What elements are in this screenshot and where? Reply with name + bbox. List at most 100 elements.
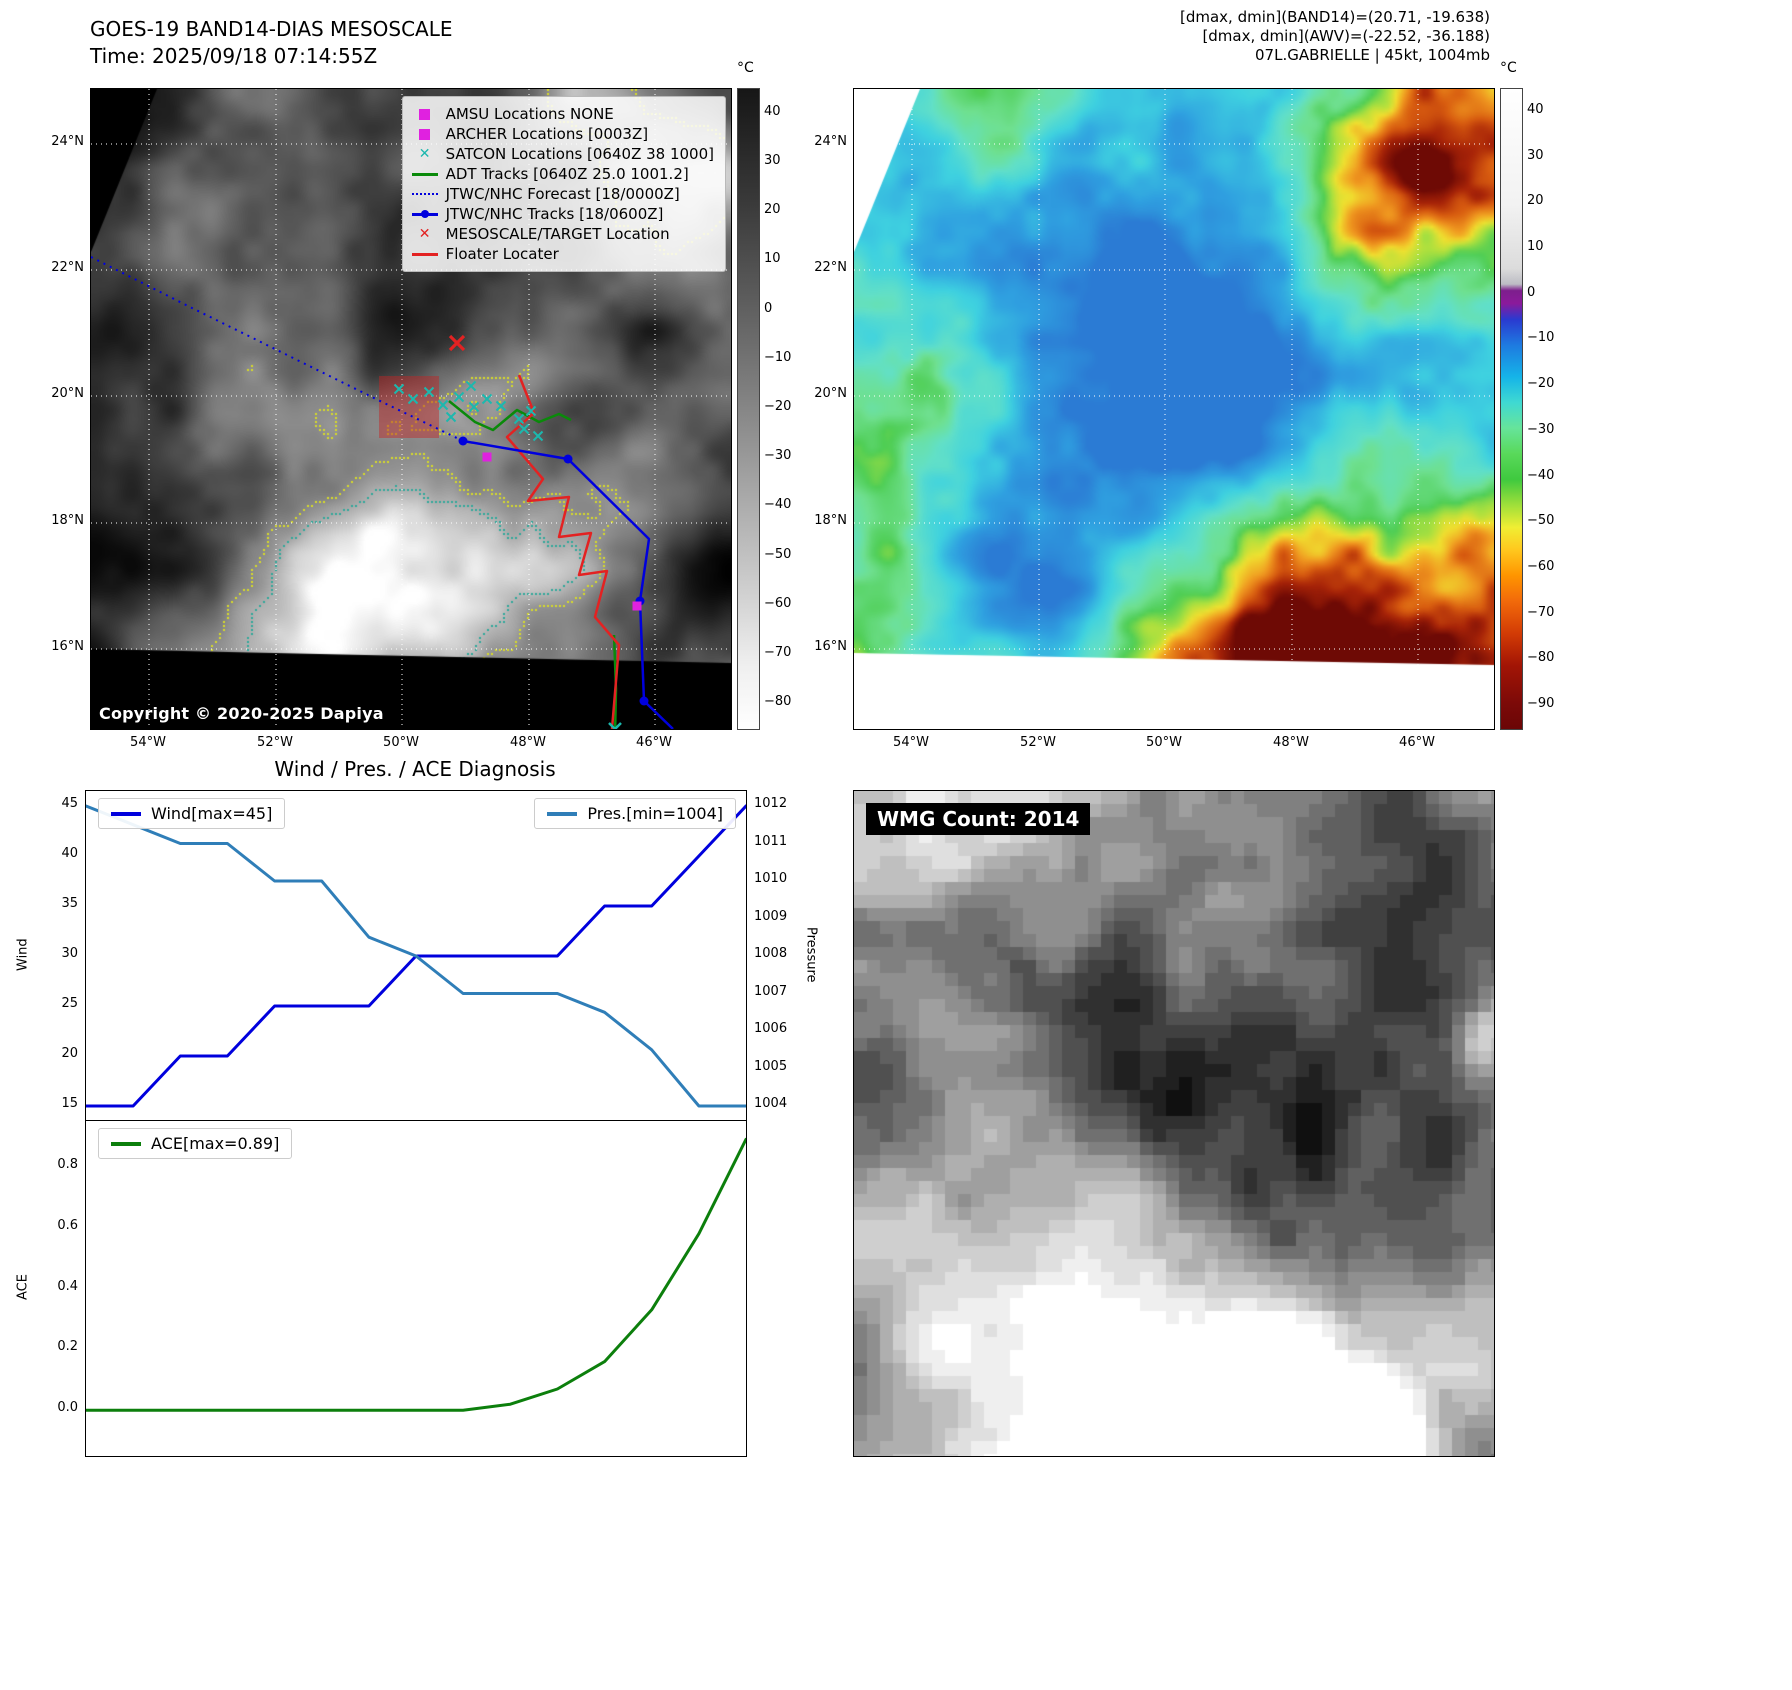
band14-lat-tick: 20°N <box>51 386 84 401</box>
band14-colorbar-tick: −50 <box>764 546 792 562</box>
wmg-image <box>854 791 1494 1456</box>
storm-stat-line: [dmax, dmin](AWV)=(-22.52, -36.188) <box>1202 27 1490 45</box>
awv-overlay <box>854 89 1494 729</box>
band14-colorbar-tick: 20 <box>764 202 781 218</box>
diagnosis-title: Wind / Pres. / ACE Diagnosis <box>274 757 556 781</box>
ace-axis-label: ACE <box>15 1274 31 1301</box>
ace-legend-label: ACE[max=0.89] <box>151 1134 280 1153</box>
ace-axis-tick: 0.2 <box>57 1339 78 1355</box>
mesoscale-target-marker <box>448 334 466 352</box>
satcon-location-marker <box>481 393 493 405</box>
legend-item: ADT Tracks [0640Z 25.0 1001.2] <box>411 164 714 184</box>
satcon-location-marker <box>525 405 537 417</box>
awv-satellite-image <box>854 89 1494 729</box>
awv-lat-tick: 20°N <box>814 386 847 401</box>
dotted-marker-icon <box>411 193 438 195</box>
pressure-axis-tick: 1006 <box>754 1021 788 1036</box>
legend-item-label: JTWC/NHC Forecast [18/0000Z] <box>445 185 680 203</box>
awv-lon-tick: 48°W <box>1273 735 1309 750</box>
awv-colorbar-tick: −50 <box>1527 513 1555 529</box>
satcon-location-marker <box>423 386 435 398</box>
wind-axis-tick: 40 <box>61 846 78 861</box>
copyright-text: Copyright © 2020-2025 Dapiya <box>99 704 384 723</box>
pressure-axis-tick: 1004 <box>754 1096 788 1111</box>
awv-lon-tick: 52°W <box>1020 735 1056 750</box>
legend-item-label: JTWC/NHC Tracks [18/0600Z] <box>445 205 664 223</box>
awv-map <box>853 88 1495 730</box>
wind-axis-tick: 15 <box>61 1096 78 1111</box>
ace-axis-tick: 0.4 <box>57 1278 78 1294</box>
storm-stat-line: [dmax, dmin](BAND14)=(20.71, -19.638) <box>1179 8 1490 26</box>
x-marker-icon: ✕ <box>418 226 431 242</box>
awv-colorbar-tick: −20 <box>1527 376 1555 392</box>
awv-lon-tick: 46°W <box>1399 735 1435 750</box>
band14-title: GOES-19 BAND14-DIAS MESOSCALE <box>90 17 453 41</box>
awv-colorbar-tick: −90 <box>1527 696 1555 712</box>
pressure-axis-tick: 1009 <box>754 908 788 924</box>
legend-line-icon <box>111 811 141 816</box>
pressure-axis-tick: 1005 <box>754 1058 788 1074</box>
band14-colorbar-tick: −40 <box>764 497 792 513</box>
band14-lon-tick: 52°W <box>257 735 293 750</box>
satcon-location-marker <box>495 400 507 412</box>
band14-map: AMSU Locations NONE ARCHER Locations [000… <box>90 88 732 730</box>
awv-colorbar-tick: 10 <box>1527 239 1544 254</box>
satcon-location-marker <box>465 380 477 392</box>
satcon-location-marker <box>532 430 544 442</box>
legend-item: ARCHER Locations [0003Z] <box>412 124 714 144</box>
band14-lat-tick: 16°N <box>51 639 84 654</box>
jtwc-track-point <box>563 454 573 464</box>
awv-colorbar-tick: 40 <box>1527 101 1544 117</box>
legend-item: Floater Locater <box>411 244 714 264</box>
jtwc-forecast-track <box>91 256 464 442</box>
x-marker-icon: ✕ <box>418 146 431 162</box>
pressure-axis-tick: 1012 <box>754 796 788 811</box>
awv-lat-tick: 22°N <box>814 260 847 275</box>
pressure-axis-tick: 1007 <box>754 983 788 999</box>
satcon-location-marker <box>445 411 457 423</box>
pressure-axis-tick: 1008 <box>754 946 788 961</box>
awv-colorbar <box>1500 88 1523 730</box>
band14-colorbar-tick: −20 <box>764 399 792 414</box>
awv-colorbar-tick: 30 <box>1527 147 1544 163</box>
ace-axis-tick: 0.6 <box>57 1217 78 1233</box>
ace-legend: ACE[max=0.89] <box>98 1128 293 1159</box>
band14-lon-tick: 50°W <box>383 735 419 750</box>
awv-colorbar-tick: −70 <box>1527 604 1555 620</box>
band14-legend: AMSU Locations NONE ARCHER Locations [000… <box>401 96 726 272</box>
band14-lon-tick: 46°W <box>636 735 672 750</box>
awv-lon-tick: 50°W <box>1146 735 1182 750</box>
band14-colorbar-tick: 10 <box>764 251 781 267</box>
legend-line-icon <box>547 811 578 816</box>
band14-colorbar-tick: 0 <box>764 300 773 316</box>
band14-lat-tick: 22°N <box>51 260 84 275</box>
archer-location-marker <box>482 452 492 462</box>
line-marker-icon <box>411 252 438 256</box>
series-left <box>86 1137 746 1412</box>
wind-legend: Wind[max=45] <box>98 798 286 829</box>
band14-colorbar-tick: 30 <box>764 152 781 168</box>
band14-colorbar-tick: −60 <box>764 595 792 611</box>
band14-colorbar-tick: −80 <box>764 694 792 710</box>
mesoscale-target-box <box>379 376 439 438</box>
ace-axis-tick: 0.0 <box>57 1400 78 1416</box>
jtwc-track-point <box>458 436 468 446</box>
ace-axis-tick: 0.8 <box>57 1156 78 1172</box>
legend-item-label: SATCON Locations [0640Z 38 1000] <box>445 145 714 163</box>
band14-colorbar-tick: −70 <box>764 645 792 661</box>
wind-pressure-chart <box>85 790 747 1122</box>
wind-axis-tick: 35 <box>61 896 78 911</box>
band14-colorbar <box>737 88 760 730</box>
pressure-axis-label: Pressure <box>803 927 819 983</box>
band14-colorbar-unit: °C <box>737 60 754 76</box>
pressure-axis-tick: 1010 <box>754 871 788 886</box>
band14-lon-tick: 54°W <box>130 735 166 750</box>
floater-track <box>505 374 621 729</box>
satcon-location-marker <box>407 393 419 405</box>
band14-lat-tick: 24°N <box>51 134 84 149</box>
jtwc-track <box>462 439 674 729</box>
band14-lon-tick: 48°W <box>510 735 546 750</box>
awv-colorbar-tick: −10 <box>1527 330 1555 346</box>
band14-colorbar-tick: −10 <box>764 349 792 365</box>
